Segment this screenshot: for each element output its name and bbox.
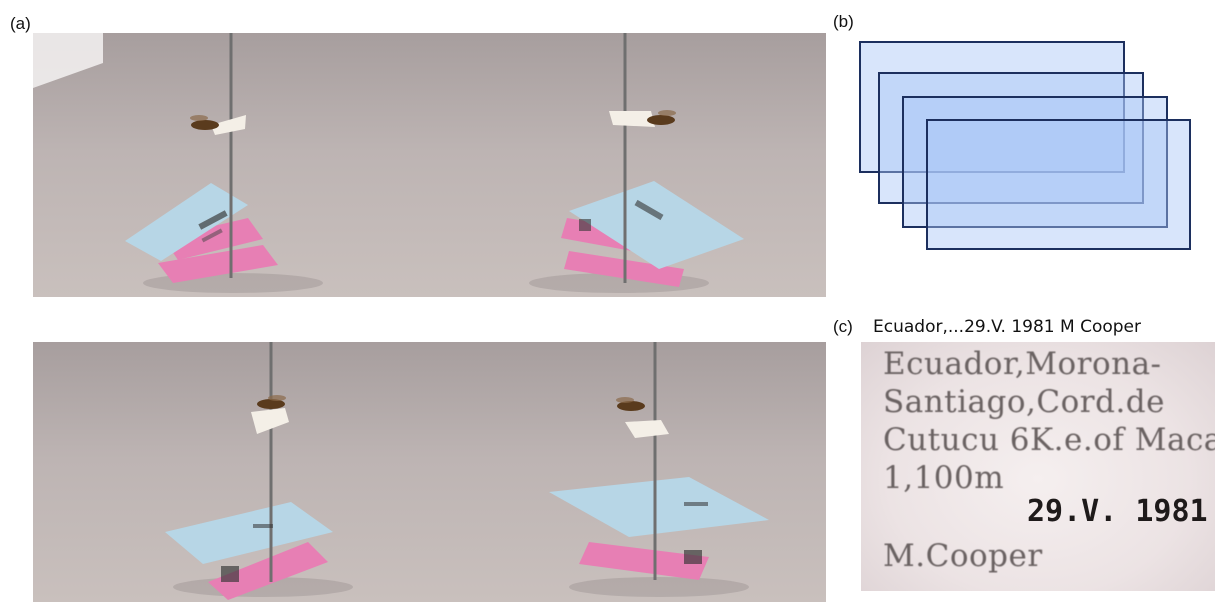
frame-2 xyxy=(878,72,1144,204)
label-transcription-caption: Ecuador,...29.V. 1981 M Cooper xyxy=(873,317,1142,337)
label-line-1: Ecuador,Morona- xyxy=(883,346,1162,382)
specimen-photo-top-right xyxy=(429,33,826,297)
label-line-3: Cutucu 6K.e.of Macas xyxy=(883,422,1215,458)
specimen-photo-top-left xyxy=(33,33,429,297)
label-collector: M.Cooper xyxy=(883,538,1043,574)
stacked-frames-diagram xyxy=(858,40,1192,252)
specimen-photo-bottom-left xyxy=(33,342,429,602)
label-date: 29.V. 1981 xyxy=(1027,494,1208,529)
panel-c-label: (c) xyxy=(833,317,853,336)
panel-b-label: (b) xyxy=(833,12,854,31)
panel-a-label: (a) xyxy=(10,14,31,33)
label-line-2: Santiago,Cord.de xyxy=(883,384,1165,420)
frame-4 xyxy=(926,119,1191,250)
label-line-4: 1,100m xyxy=(883,460,1005,496)
specimen-photo-bottom-right xyxy=(429,342,826,602)
frame-3 xyxy=(902,96,1168,228)
specimen-label-closeup: Ecuador,Morona- Santiago,Cord.de Cutucu … xyxy=(861,342,1215,591)
